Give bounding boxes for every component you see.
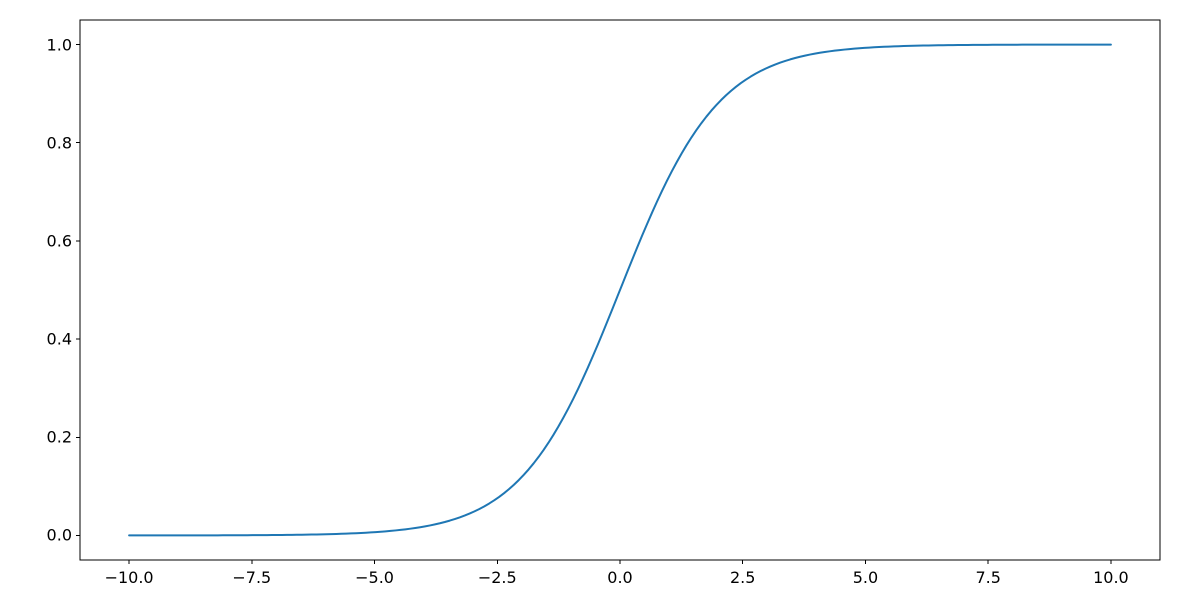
sigmoid-line — [129, 45, 1111, 536]
chart-plot-area: −10.0−7.5−5.0−2.50.02.55.07.510.00.00.20… — [80, 20, 1160, 560]
y-tick-label: 0.2 — [47, 428, 72, 447]
x-tick-label: −5.0 — [355, 568, 394, 587]
y-tick-label: 1.0 — [47, 35, 72, 54]
y-tick-label: 0.6 — [47, 231, 72, 250]
x-tick-label: 0.0 — [607, 568, 632, 587]
x-tick-label: 2.5 — [730, 568, 755, 587]
y-tick-label: 0.4 — [47, 330, 72, 349]
x-tick-label: 10.0 — [1093, 568, 1129, 587]
x-tick-label: −7.5 — [232, 568, 271, 587]
y-tick-label: 0.0 — [47, 526, 72, 545]
x-tick-label: −10.0 — [105, 568, 154, 587]
x-tick-label: 5.0 — [853, 568, 878, 587]
x-tick-label: 7.5 — [975, 568, 1000, 587]
chart-svg — [80, 20, 1160, 560]
x-tick-label: −2.5 — [478, 568, 517, 587]
chart-figure: −10.0 −7.5 −5.0 −2.5 0.0 2.5 5.0 7.5 10.0 0.0 0.2 0… — [0, 0, 1190, 605]
y-tick-label: 0.8 — [47, 133, 72, 152]
